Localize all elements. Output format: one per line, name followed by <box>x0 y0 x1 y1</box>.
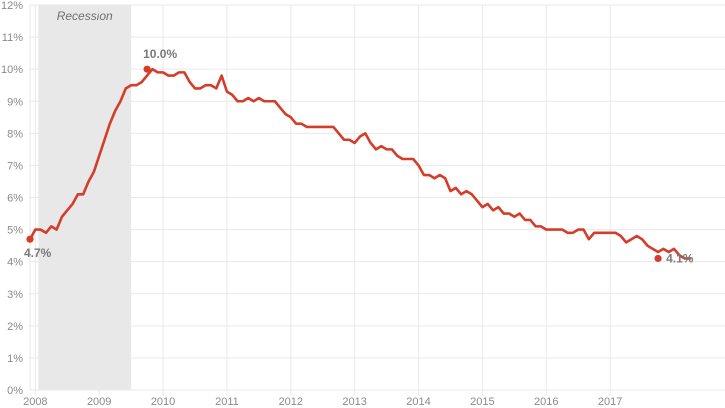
y-tick-label: 8% <box>7 128 23 140</box>
x-tick-label: 2015 <box>470 396 494 408</box>
y-tick-label: 2% <box>7 321 23 333</box>
annotation-label: 10.0% <box>143 47 177 61</box>
series-line <box>28 67 692 260</box>
y-axis-ticks: 0% 1% 2% 3% 4% 5% 6% 7% 8% 9% 10% 11% 12% <box>1 0 23 397</box>
x-tick-label: 2009 <box>87 396 111 408</box>
y-tick-label: 9% <box>7 96 23 108</box>
annotation-dot <box>26 235 34 243</box>
y-tick-label: 3% <box>7 289 23 301</box>
annotation-label: 4.7% <box>24 246 52 260</box>
x-tick-label: 2017 <box>598 396 622 408</box>
y-tick-label: 10% <box>1 64 23 76</box>
x-tick-label: 2013 <box>342 396 366 408</box>
x-tick-label: 2011 <box>215 396 239 408</box>
x-tick-label: 2016 <box>534 396 558 408</box>
x-tick-label: 2010 <box>151 396 175 408</box>
x-tick-label: 2014 <box>406 396 430 408</box>
annotations-group: 4.7% 10.0% 4.1% <box>24 47 694 265</box>
x-tick-label: 2012 <box>279 396 303 408</box>
x-axis-ticks: 2008 2009 2010 2011 2012 2013 2014 2015 2016 2017 <box>23 396 622 408</box>
series-group <box>28 67 692 260</box>
recession-label: Recession <box>57 9 113 23</box>
x-tick-label: 2008 <box>23 396 47 408</box>
annotation-dot <box>143 65 151 73</box>
y-tick-label: 6% <box>7 193 23 205</box>
y-tick-label: 4% <box>7 257 23 269</box>
y-tick-label: 11% <box>2 32 23 44</box>
annotation-dot <box>654 254 662 263</box>
y-tick-label: 1% <box>7 353 23 365</box>
y-tick-label: 0% <box>7 385 23 397</box>
y-tick-label: 12% <box>1 0 23 12</box>
annotation-label: 4.1% <box>666 251 694 265</box>
y-tick-label: 5% <box>7 225 23 237</box>
gridlines <box>29 4 725 396</box>
y-tick-label: 7% <box>7 160 23 172</box>
